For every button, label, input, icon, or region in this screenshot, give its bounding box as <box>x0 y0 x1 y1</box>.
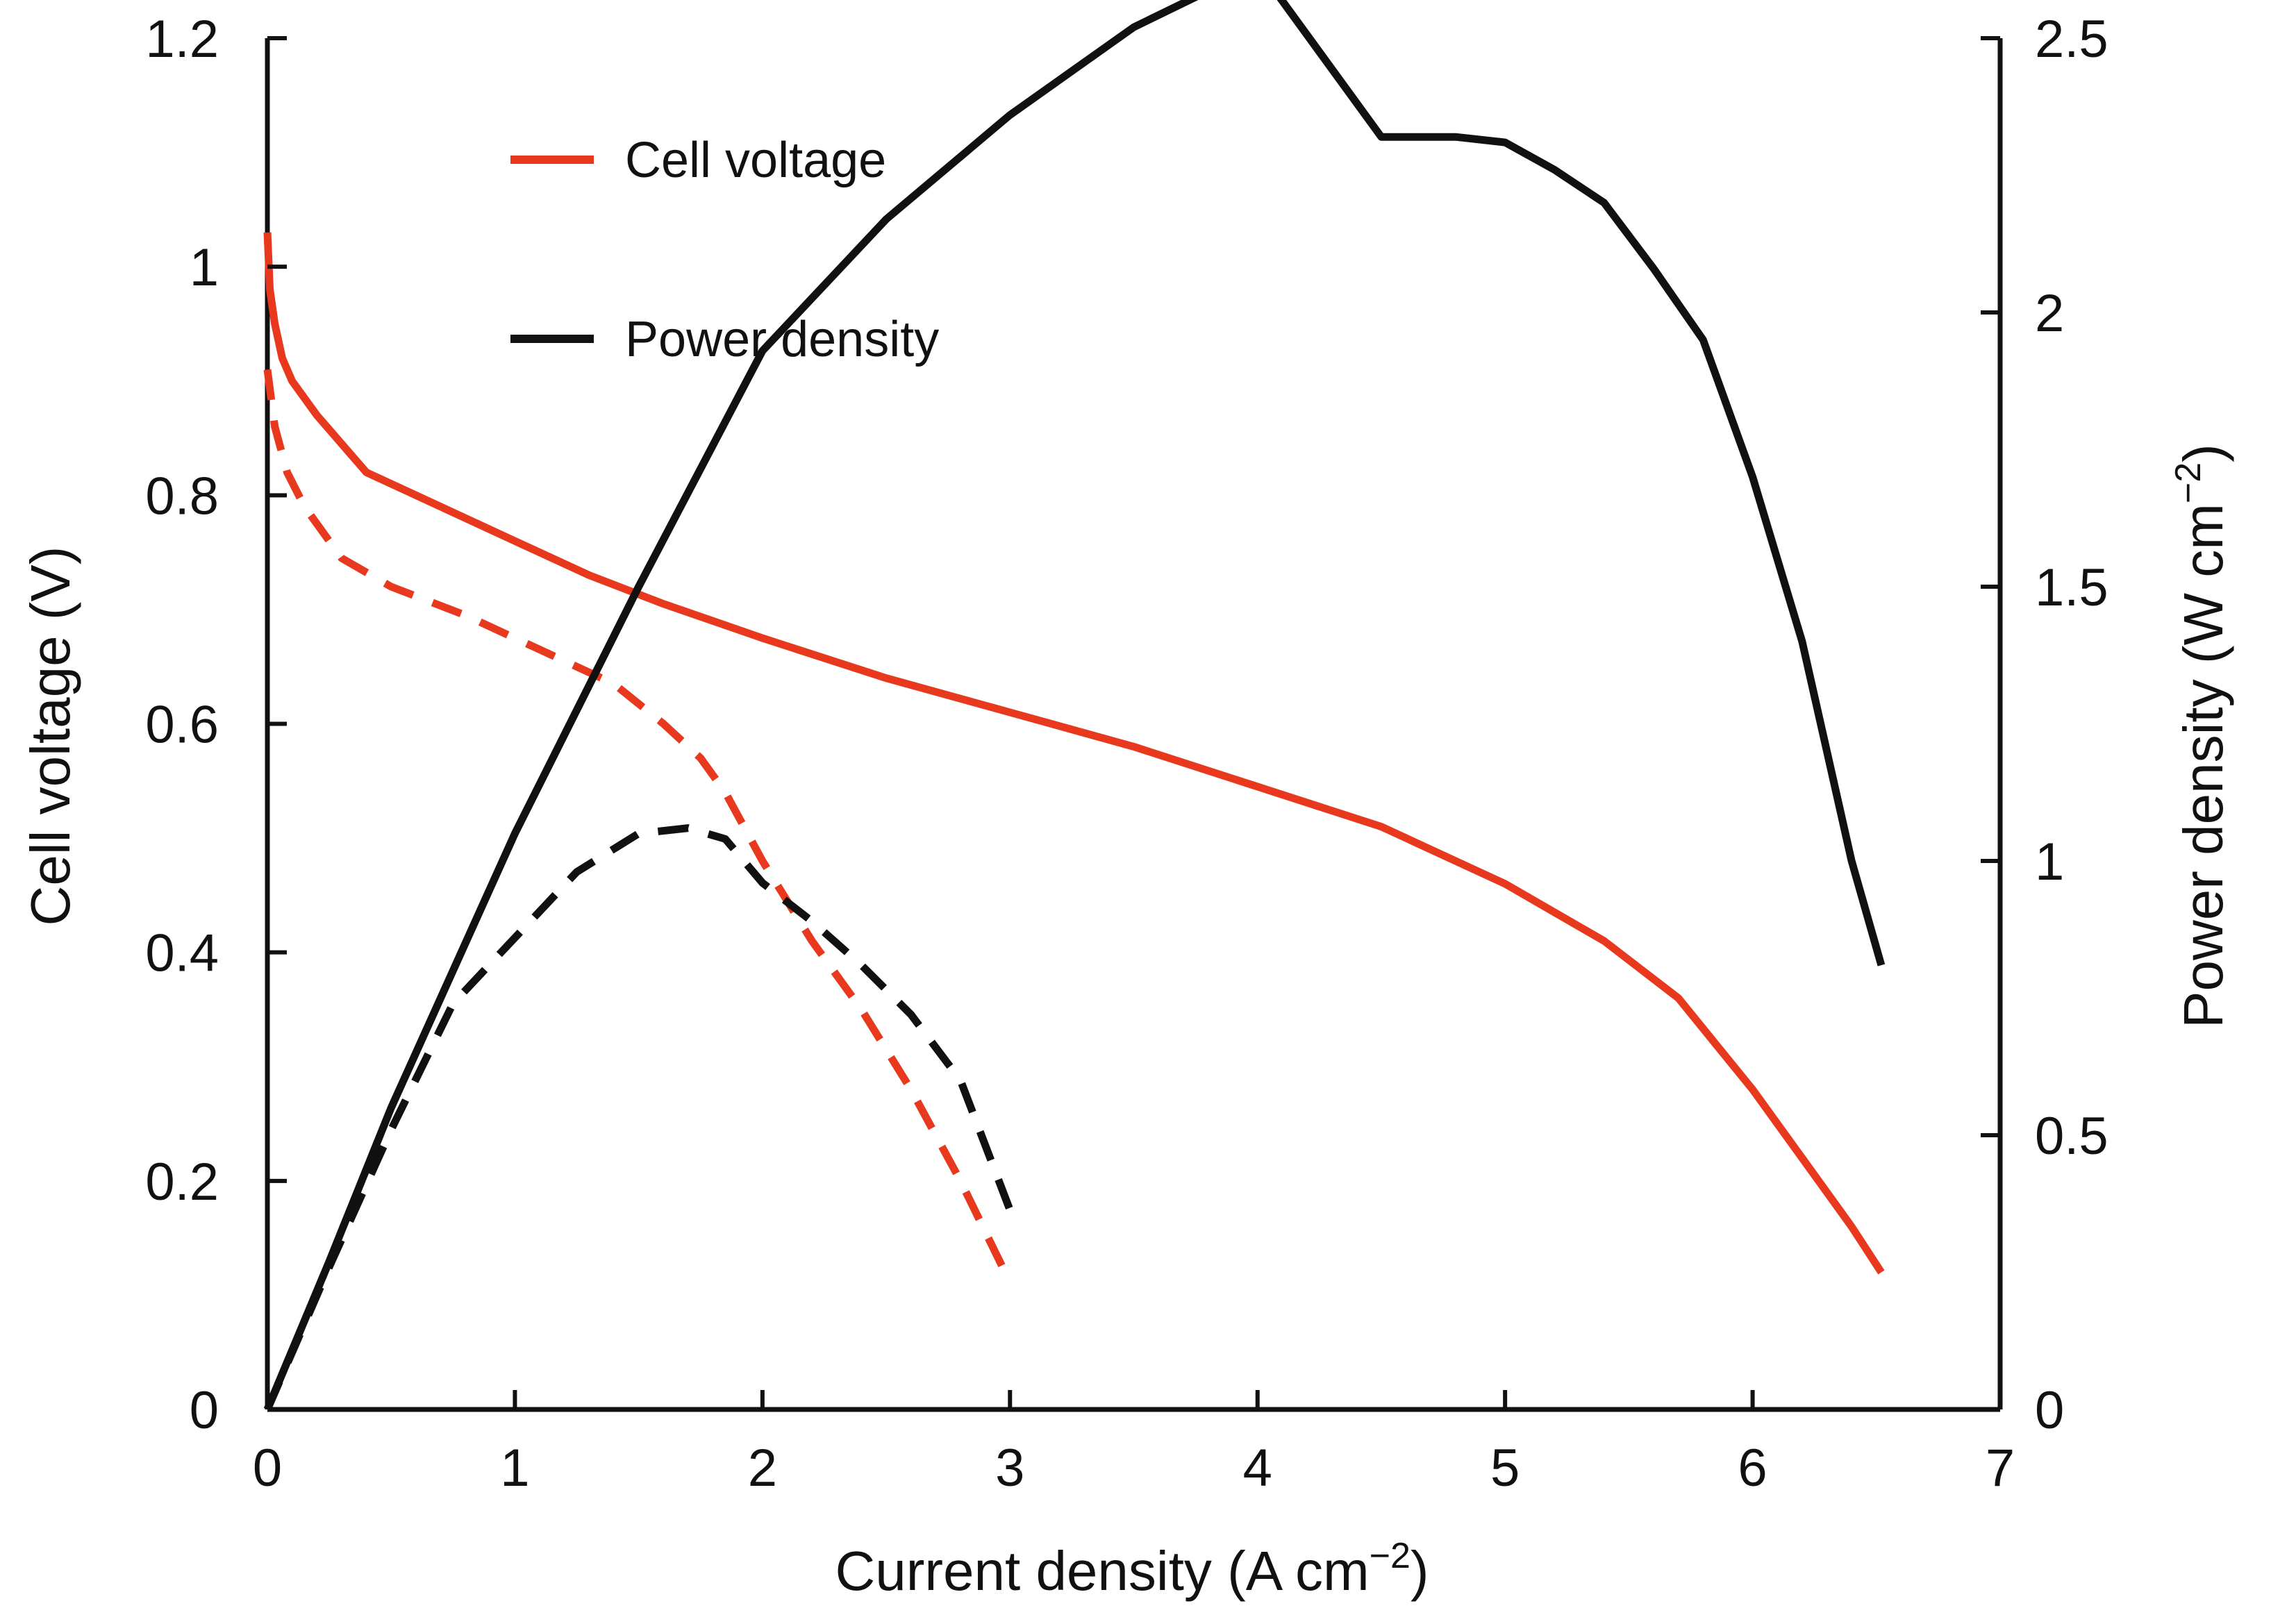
y-left-tick-label: 1 <box>190 238 219 297</box>
y-right-tick-label: 1.5 <box>2035 558 2108 617</box>
x-tick-label: 7 <box>1986 1439 2015 1498</box>
y-right-tick-label: 0.5 <box>2035 1107 2108 1166</box>
x-tick-label: 3 <box>995 1439 1024 1498</box>
x-axis-title: Current density (A cm−2) <box>835 1536 1429 1602</box>
series-power-density-solid <box>263 0 1886 1412</box>
x-tick-label: 0 <box>253 1439 282 1498</box>
series-cell-voltage-solid <box>263 232 1885 1275</box>
y-left-tick-label: 0.8 <box>145 467 219 526</box>
x-tick-label: 4 <box>1243 1439 1272 1498</box>
x-tick-label: 5 <box>1490 1439 1520 1498</box>
legend: Cell voltage Power density <box>510 133 939 367</box>
y-axis-left-title: Cell voltage (V) <box>19 546 81 926</box>
legend-label-cell-voltage: Cell voltage <box>625 133 886 188</box>
y-left-tick-label: 0.4 <box>145 924 219 983</box>
series-power-density-dashed <box>263 824 1019 1412</box>
y-left-tick-label: 0.6 <box>145 696 219 755</box>
y-left-tick-label: 0.2 <box>145 1153 219 1212</box>
y-left-tick-label: 0 <box>190 1381 219 1440</box>
x-tick-label: 1 <box>500 1439 529 1498</box>
y-right-tick-label: 2 <box>2035 284 2064 343</box>
y-right-tick-label: 1 <box>2035 832 2064 891</box>
y-right-tick-label: 2.5 <box>2035 10 2108 69</box>
y-left-tick-label: 1.2 <box>145 10 219 69</box>
x-tick-label: 6 <box>1738 1439 1767 1498</box>
y-right-tick-label: 0 <box>2035 1381 2064 1440</box>
y-axis-right-title: Power density (W cm−2) <box>2168 444 2234 1028</box>
ticks-layer: 0 1 2 3 4 5 6 700.20.40.60.811.200.511.522.5 <box>145 10 2108 1498</box>
x-tick-label: 2 <box>748 1439 777 1498</box>
series-layer <box>263 0 1886 1412</box>
legend-label-power-density: Power density <box>625 312 939 367</box>
